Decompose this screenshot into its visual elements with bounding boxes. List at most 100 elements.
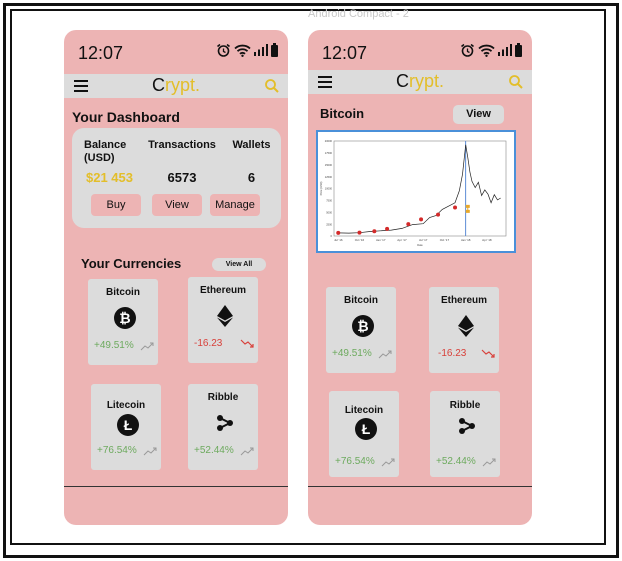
currency-card-ethereum[interactable]: Ethereum -16.23 bbox=[429, 287, 499, 373]
currency-change: +49.51% bbox=[332, 348, 372, 359]
plot-frame bbox=[333, 140, 507, 237]
view-all-button[interactable]: View All bbox=[212, 258, 266, 271]
y-tick-label: 2500 bbox=[326, 222, 332, 226]
hamburger-icon[interactable] bbox=[74, 80, 88, 92]
detail-view-button[interactable]: View bbox=[453, 105, 504, 124]
currency-card-ripple[interactable]: Ribble +52.44% bbox=[430, 391, 500, 477]
currency-name: Ribble bbox=[207, 392, 239, 403]
y-tick-label: 12500 bbox=[325, 175, 333, 179]
detail-title: Bitcoin bbox=[320, 106, 365, 121]
y-tick-label: 7500 bbox=[326, 199, 332, 203]
app-logo: Crypt. bbox=[151, 75, 200, 95]
litecoin-icon: Ł bbox=[117, 414, 139, 436]
currency-card-bitcoin[interactable]: Bitcoin ₿ +49.51% bbox=[88, 279, 158, 365]
app-bar: Crypt. bbox=[308, 70, 532, 94]
status-bar: 12:07 bbox=[64, 30, 288, 70]
currency-card-litecoin[interactable]: Litecoin Ł +76.54% bbox=[91, 384, 161, 470]
trend-up-icon bbox=[378, 350, 392, 359]
price-chart[interactable]: 0 2500 5000 7500 10000 12500 15000 17500 20000 Ju… bbox=[316, 130, 516, 253]
currency-change: +76.54% bbox=[97, 445, 137, 456]
trade-marker bbox=[419, 217, 424, 222]
x-tick-label: Oct '16 bbox=[355, 238, 365, 242]
y-axis-label: Price (USD) bbox=[319, 181, 323, 195]
currency-name: Ethereum bbox=[440, 295, 488, 306]
bitcoin-icon: ₿ bbox=[352, 315, 374, 337]
wallets-label: Wallets bbox=[232, 139, 271, 151]
currency-change: -16.23 bbox=[438, 348, 467, 359]
transactions-value: 6573 bbox=[167, 170, 197, 185]
ethereum-icon bbox=[458, 315, 474, 337]
trend-up-icon bbox=[240, 447, 254, 456]
y-tick-label: 0 bbox=[331, 234, 333, 238]
svg-text:₿: ₿ bbox=[357, 318, 368, 334]
currency-card-ethereum[interactable]: Ethereum -16.23 bbox=[188, 277, 258, 363]
annotation-marker bbox=[465, 204, 470, 213]
x-tick-label: Jan '17 bbox=[376, 238, 386, 242]
ripple-icon bbox=[459, 418, 475, 434]
x-tick-label: Apr '18 bbox=[482, 238, 492, 242]
manage-button[interactable]: Manage bbox=[210, 194, 260, 216]
ethereum-icon bbox=[217, 305, 233, 327]
currency-change: +49.51% bbox=[94, 340, 134, 351]
hamburger-icon[interactable] bbox=[318, 76, 332, 88]
status-icons bbox=[460, 43, 522, 57]
x-tick-label: Oct '17 bbox=[440, 238, 450, 242]
x-axis-label: Date bbox=[417, 243, 423, 247]
app-bar: Crypt. bbox=[64, 74, 288, 98]
search-icon[interactable] bbox=[508, 74, 524, 90]
trend-down-icon bbox=[240, 339, 254, 348]
x-tick-label: Jan '18 bbox=[461, 238, 471, 242]
trade-marker bbox=[385, 226, 390, 231]
x-tick-label: Jul '16 bbox=[334, 238, 343, 242]
trade-marker bbox=[436, 212, 441, 217]
status-time: 12:07 bbox=[322, 43, 368, 63]
balance-value: $21 453 bbox=[86, 170, 133, 185]
status-bar: 12:07 bbox=[308, 30, 532, 70]
currency-card-bitcoin[interactable]: Bitcoin ₿ +49.51% bbox=[326, 287, 396, 373]
bitcoin-icon: ₿ bbox=[114, 307, 136, 329]
currency-card-litecoin[interactable]: Litecoin Ł +76.54% bbox=[329, 391, 399, 477]
app-logo: Crypt. bbox=[395, 71, 444, 91]
currency-change: +52.44% bbox=[194, 445, 234, 456]
ripple-icon bbox=[217, 415, 233, 431]
trade-marker bbox=[453, 205, 458, 210]
currency-change: +52.44% bbox=[436, 456, 476, 467]
alarm-icon bbox=[217, 43, 230, 57]
trade-marker bbox=[372, 229, 377, 234]
currency-name: Litecoin bbox=[344, 405, 384, 416]
wifi-icon bbox=[234, 44, 251, 57]
currency-change: -16.23 bbox=[194, 338, 223, 349]
view-button[interactable]: View bbox=[152, 194, 202, 216]
y-tick-label: 15000 bbox=[325, 163, 333, 167]
trend-down-icon bbox=[481, 349, 495, 358]
wallets-value: 6 bbox=[247, 170, 256, 185]
currency-name: Ethereum bbox=[199, 285, 247, 296]
svg-text:Ł: Ł bbox=[362, 421, 371, 437]
y-tick-label: 10000 bbox=[325, 187, 333, 191]
bottom-divider bbox=[308, 486, 532, 487]
trend-up-icon bbox=[482, 458, 496, 467]
signal-icon bbox=[254, 44, 268, 56]
bottom-divider bbox=[64, 486, 288, 487]
y-tick-label: 17500 bbox=[325, 151, 333, 155]
status-time: 12:07 bbox=[78, 43, 124, 63]
trade-marker bbox=[336, 230, 341, 235]
trade-marker bbox=[406, 222, 411, 227]
alarm-icon bbox=[461, 43, 474, 57]
trend-up-icon bbox=[143, 447, 157, 456]
currency-name: Ribble bbox=[449, 400, 481, 411]
buy-button[interactable]: Buy bbox=[91, 194, 141, 216]
battery-icon bbox=[515, 43, 522, 57]
currency-card-ripple[interactable]: Ribble +52.44% bbox=[188, 384, 258, 470]
svg-text:₿: ₿ bbox=[119, 310, 130, 326]
trade-marker bbox=[357, 230, 362, 235]
dashboard-title: Your Dashboard bbox=[72, 109, 180, 125]
price-chart-svg: 0 2500 5000 7500 10000 12500 15000 17500 20000 Ju… bbox=[319, 139, 507, 247]
currency-name: Bitcoin bbox=[106, 287, 140, 298]
status-icons bbox=[216, 43, 278, 57]
bitcoin-detail-screen: 12:07 Crypt. Bitcoin View 0 2500 5000 7500 1… bbox=[308, 30, 532, 525]
svg-text:Ł: Ł bbox=[124, 417, 133, 433]
x-tick-label: Jul '17 bbox=[419, 238, 428, 242]
search-icon[interactable] bbox=[264, 78, 280, 94]
dashboard-screen: 12:07 Crypt. Your Dashboard Balance (USD)… bbox=[64, 30, 288, 525]
